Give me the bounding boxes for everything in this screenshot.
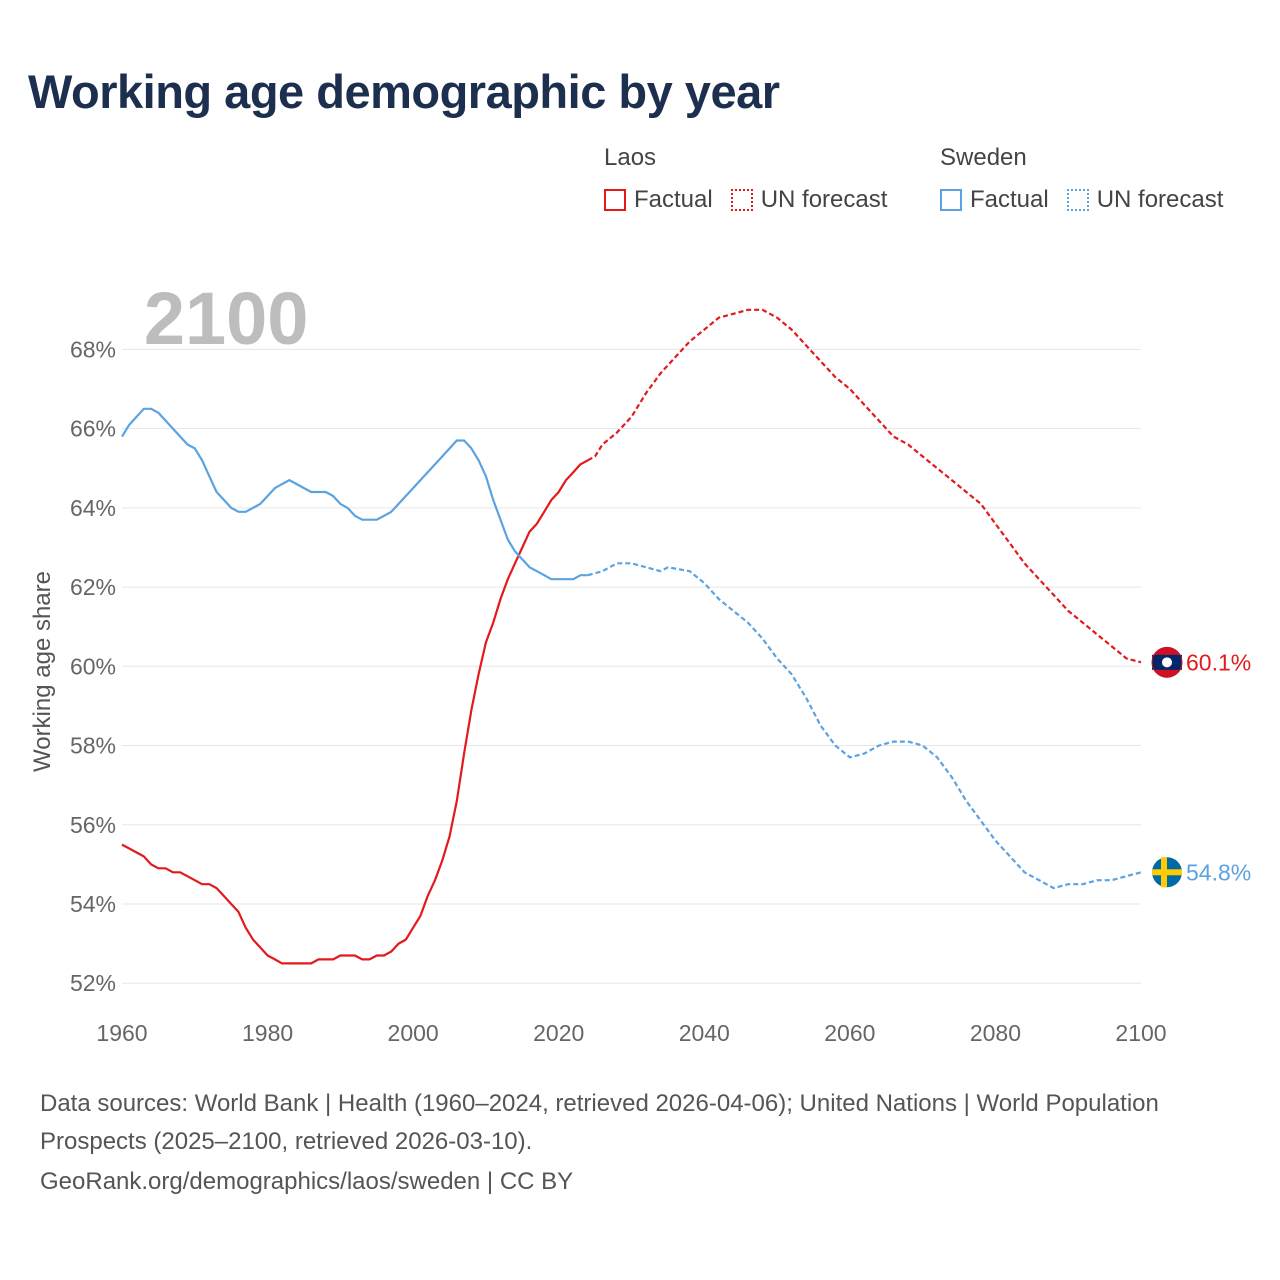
y-tick-label: 66% — [70, 416, 116, 442]
laos-forecast-line — [587, 308, 1142, 664]
chart-title: Working age demographic by year — [28, 65, 780, 118]
y-tick-label: 60% — [70, 653, 116, 679]
y-tick-label: 52% — [70, 970, 116, 996]
legend-laos: Laos Factual UN forecast — [604, 144, 887, 214]
legend-sweden-forecast[interactable]: UN forecast — [1066, 186, 1224, 214]
sweden-flag-cross-v — [1161, 857, 1167, 888]
y-tick-label: 58% — [70, 733, 116, 759]
legend-laos-factual[interactable]: Factual — [604, 186, 713, 214]
laos-factual-line — [121, 459, 589, 965]
laos-flag-disc — [1162, 657, 1172, 668]
legend-swatch-solid — [940, 189, 962, 211]
legend-sweden-factual[interactable]: Factual — [940, 186, 1049, 214]
x-tick-label: 2020 — [533, 1020, 584, 1046]
sweden-forecast-line — [587, 562, 1142, 890]
laos-end-value-label: 60.1% — [1186, 649, 1251, 675]
legend-laos-forecast-label: UN forecast — [760, 186, 888, 213]
line-chart: 2100 52% 54% 56% 58% 60% 62% 64% 66% 68% 1960 1980 2… — [29, 277, 1251, 1046]
data-sources-note: Data sources: World Bank | Health (1960–… — [40, 1090, 1159, 1155]
x-tick-label: 1960 — [96, 1020, 147, 1046]
y-tick-label: 64% — [70, 495, 116, 521]
x-tick-label: 1980 — [242, 1020, 293, 1046]
y-tick-label: 54% — [70, 891, 116, 917]
legend-swatch-solid — [604, 189, 626, 211]
attribution-link[interactable]: GeoRank.org/demographics/laos/sweden | C… — [40, 1168, 574, 1195]
y-tick-label: 56% — [70, 812, 116, 838]
legend-laos-title: Laos — [604, 144, 657, 171]
legend-sweden: Sweden Factual UN forecast — [940, 144, 1223, 214]
laos-flag-ring — [1151, 646, 1183, 678]
y-axis-label: Working age share — [29, 571, 56, 772]
legend-sweden-forecast-label: UN forecast — [1096, 186, 1224, 213]
y-tick-label: 62% — [70, 574, 116, 600]
legend-laos-forecast[interactable]: UN forecast — [730, 186, 888, 214]
x-tick-label: 2100 — [1115, 1020, 1166, 1046]
x-tick-label: 2040 — [679, 1020, 730, 1046]
legend-laos-factual-label: Factual — [634, 186, 713, 213]
year-watermark: 2100 — [144, 277, 309, 360]
sweden-factual-line — [121, 407, 588, 581]
legend-sweden-title: Sweden — [940, 144, 1027, 171]
legend-sweden-factual-label: Factual — [970, 186, 1049, 213]
x-tick-label: 2060 — [824, 1020, 875, 1046]
x-tick-label: 2080 — [970, 1020, 1021, 1046]
y-tick-label: 68% — [70, 336, 116, 362]
x-tick-label: 2000 — [388, 1020, 439, 1046]
legend-swatch-dotted — [730, 189, 753, 211]
legend-swatch-dotted — [1066, 189, 1089, 211]
sweden-end-value-label: 54.8% — [1186, 859, 1251, 885]
